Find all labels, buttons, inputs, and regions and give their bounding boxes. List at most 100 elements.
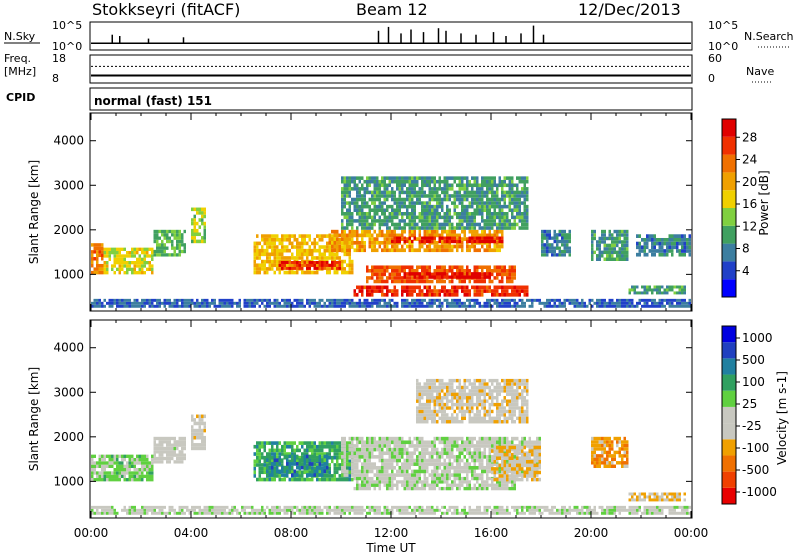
velocity-heatmap xyxy=(91,378,691,515)
power-y-axis-label: Slant Range [km] xyxy=(27,160,41,264)
power-colorbar-swatch-8 xyxy=(722,136,736,155)
freq-unit-label: [MHz] xyxy=(4,65,36,78)
power-colorbar-swatch-9 xyxy=(722,119,736,137)
power-colorbar-swatch-1 xyxy=(722,261,736,280)
date-title: 12/Dec/2013 xyxy=(578,0,681,19)
velocity-colorbar-swatch-8 xyxy=(722,358,736,375)
power-colorbar-swatch-4 xyxy=(722,208,736,226)
velocity-region-2 xyxy=(153,436,186,464)
station-title: Stokkseyri (fitACF) xyxy=(92,0,240,19)
velocity-colorbar-tick-label-3: 25 xyxy=(742,397,757,411)
velocity-colorbar-swatch-4 xyxy=(722,423,736,440)
power-panel: 1000 2000 3000 4000 Slant Range [km] 4 8 12 16… xyxy=(27,112,771,312)
velocity-colorbar-swatch-3 xyxy=(722,439,736,456)
velocity-region-8 xyxy=(491,445,541,482)
velocity-region-9 xyxy=(416,378,529,424)
power-region-3 xyxy=(191,207,206,244)
velocity-colorbar-tick-label-1: 500 xyxy=(742,353,765,367)
nave-label: Nave xyxy=(746,65,774,78)
velocity-colorbar-swatch-9 xyxy=(722,342,736,359)
noise-trace xyxy=(91,25,691,45)
velocity-colorbar-tick-label-5: -100 xyxy=(742,441,769,455)
power-heatmap xyxy=(91,176,691,308)
freq-label: Freq. xyxy=(4,52,31,65)
velocity-region-11 xyxy=(628,492,686,502)
noise-left-label: N.Sky xyxy=(4,30,36,43)
velocity-x-ticks xyxy=(90,320,692,518)
noise-left-tick-bottom: 10^0 xyxy=(52,40,82,53)
time-tick-label-6: 00:00 xyxy=(674,526,709,540)
power-colorbar-swatch-3 xyxy=(722,225,736,244)
y-tick-label-1: 2000 xyxy=(53,223,84,237)
freq-tick-bottom: 8 xyxy=(52,72,59,85)
noise-right-label: N.Search xyxy=(744,30,794,43)
velocity-colorbar-frame xyxy=(721,325,737,505)
velocity-region-0 xyxy=(91,454,104,482)
velocity-colorbar-tick-label-7: -1000 xyxy=(742,485,777,499)
power-colorbar-tick-label-1: 8 xyxy=(742,242,750,256)
nave-tick-top: 60 xyxy=(708,52,722,65)
velocity-colorbar-swatch-10 xyxy=(722,326,736,343)
power-region-0 xyxy=(91,243,104,275)
power-colorbar-tick-label-4: 20 xyxy=(742,175,757,189)
velocity-colorbar: 1000 500 100 25 -25 -100 -500 -1000 xyxy=(721,325,777,505)
velocity-colorbar-swatch-7 xyxy=(722,374,736,391)
noise-right-tick-top: 10^5 xyxy=(708,19,738,32)
freq-tick-top: 18 xyxy=(52,52,66,65)
time-tick-label-3: 12:00 xyxy=(374,526,409,540)
power-region-5 xyxy=(278,261,341,270)
power-region-14 xyxy=(636,234,691,257)
time-axis-labels: 00:00 04:00 08:00 12:00 16:00 20:00 00:00 xyxy=(74,526,709,540)
time-axis-label: Time UT xyxy=(365,541,416,554)
y-tick-label-3: 4000 xyxy=(53,341,84,355)
velocity-colorbar-tick-label-6: -500 xyxy=(742,463,769,477)
velocity-colorbar-tick-label-0: 1000 xyxy=(742,331,773,345)
freq-strip-frame xyxy=(89,54,693,84)
power-colorbar-swatch-6 xyxy=(722,172,736,191)
power-region-10 xyxy=(353,285,529,297)
velocity-region-5 xyxy=(266,454,329,477)
power-colorbar-swatch-2 xyxy=(722,243,736,262)
power-region-15 xyxy=(628,285,686,295)
noise-left-tick-top: 10^5 xyxy=(52,19,82,32)
time-tick-label-0: 00:00 xyxy=(74,526,109,540)
power-region-13 xyxy=(591,229,629,261)
power-colorbar-frame xyxy=(721,118,737,298)
beam-title: Beam 12 xyxy=(356,0,428,19)
noise-strip: N.Sky 10^5 10^0 10^5 10^0 N.Search xyxy=(4,19,794,53)
power-colorbar-swatch-5 xyxy=(722,190,736,208)
velocity-y-ticks: 1000 2000 3000 4000 xyxy=(53,341,692,488)
velocity-region-3 xyxy=(191,414,206,451)
power-colorbar-tick-label-0: 4 xyxy=(742,264,750,278)
power-region-6 xyxy=(328,229,504,253)
power-region-2 xyxy=(153,229,186,257)
power-region-16 xyxy=(91,298,691,308)
freq-strip: Freq. [MHz] 18 8 60 0 Nave xyxy=(4,52,774,85)
velocity-panel: 1000 2000 3000 4000 Slant Range [km] 1000 50… xyxy=(27,319,789,519)
noise-right-tick-bottom: 10^0 xyxy=(708,40,738,53)
noise-strip-frame xyxy=(89,21,693,51)
time-tick-label-5: 20:00 xyxy=(574,526,609,540)
y-tick-label-2: 3000 xyxy=(53,385,84,399)
cpid-value: normal (fast) 151 xyxy=(94,94,212,108)
power-colorbar-tick-label-6: 28 xyxy=(742,130,757,144)
power-colorbar-label: Power [dB] xyxy=(757,170,771,235)
velocity-colorbar-swatch-6 xyxy=(722,390,736,407)
power-colorbar-tick-label-5: 24 xyxy=(742,153,757,167)
velocity-colorbar-label: Velocity [m s-1] xyxy=(775,371,789,465)
power-x-ticks xyxy=(90,113,692,311)
power-y-ticks: 1000 2000 3000 4000 xyxy=(53,134,692,281)
y-tick-label-2: 3000 xyxy=(53,178,84,192)
velocity-colorbar-swatch-0 xyxy=(722,487,736,504)
velocity-y-axis-label: Slant Range [km] xyxy=(27,367,41,471)
power-region-11 xyxy=(341,176,529,230)
power-colorbar: 4 8 12 16 20 24 28 xyxy=(721,118,757,298)
cpid-strip-frame xyxy=(89,87,693,111)
velocity-region-1 xyxy=(103,454,154,482)
power-colorbar-tick-label-2: 12 xyxy=(742,219,757,233)
power-colorbar-tick-label-3: 16 xyxy=(742,197,757,211)
power-colorbar-swatch-7 xyxy=(722,154,736,173)
power-region-9 xyxy=(403,272,491,279)
y-tick-label-0: 1000 xyxy=(53,474,84,488)
